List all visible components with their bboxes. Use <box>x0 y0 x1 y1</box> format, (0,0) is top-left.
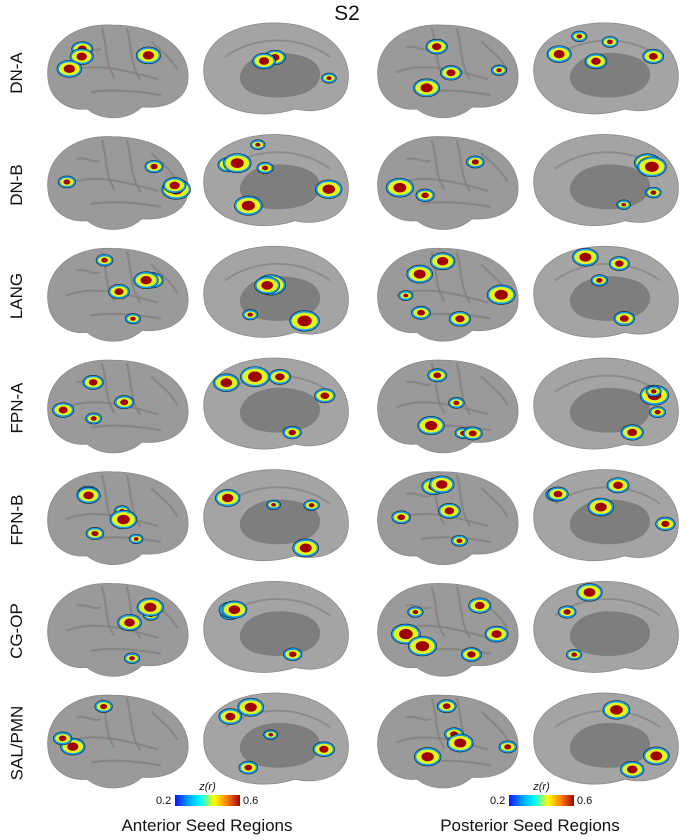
colorbar-min-label: 0.2 <box>156 795 172 807</box>
column-label-posterior: Posterior Seed Regions <box>440 816 620 835</box>
colorbar-title: z(r) <box>199 781 216 793</box>
brain-medial-view <box>533 581 679 673</box>
activation-map <box>417 368 483 441</box>
brain-lateral-view <box>47 694 189 789</box>
activation-map <box>385 155 485 202</box>
colorbar-gradient <box>509 795 574 806</box>
activation-map <box>413 38 508 98</box>
activation-map <box>217 139 343 216</box>
activation-map <box>213 366 336 440</box>
activation-map <box>218 697 335 775</box>
activation-map <box>413 699 517 767</box>
activation-map <box>391 475 468 547</box>
activation-map <box>242 274 320 332</box>
brain-medial-view <box>533 692 679 785</box>
activation-map <box>545 477 676 531</box>
brain-medial-view <box>533 357 679 450</box>
activation-map <box>52 374 135 425</box>
activation-map <box>52 700 113 756</box>
colorbar-posterior: z(r) 0.2 0.6 <box>490 781 592 807</box>
brain-medial-view <box>203 692 349 785</box>
activation-map <box>602 700 670 778</box>
figure-title: S2 <box>334 2 360 25</box>
brain-medial-view <box>203 357 349 450</box>
brain-lateral-view <box>47 136 189 230</box>
colorbar-min-label: 0.2 <box>490 795 506 807</box>
activation-map <box>398 252 516 327</box>
brain-lateral-view <box>377 359 519 454</box>
colorbar-title: z(r) <box>533 781 550 793</box>
brain-medial-view <box>203 581 349 673</box>
activation-map <box>546 30 665 70</box>
brain-medial-view <box>203 22 349 115</box>
activation-map <box>620 384 670 441</box>
activation-map <box>215 489 320 558</box>
colorbar-anterior: z(r) 0.2 0.6 <box>156 781 258 807</box>
activation-map <box>56 41 161 78</box>
colorbar-max-label: 0.6 <box>577 795 593 807</box>
brain-lateral-view <box>47 583 189 677</box>
activation-map <box>218 600 303 661</box>
activation-map <box>76 485 144 545</box>
brain-medial-view <box>203 469 349 562</box>
activation-map <box>117 597 164 664</box>
column-label-anterior: Anterior Seed Regions <box>121 816 293 835</box>
colorbar-gradient <box>175 795 240 806</box>
activation-map <box>252 49 337 84</box>
activation-map <box>616 153 667 210</box>
activation-map <box>95 254 164 325</box>
brain-medial-view <box>533 134 679 227</box>
activation-map <box>557 583 603 661</box>
activation-map <box>391 597 509 662</box>
brain-medial-view <box>533 22 679 115</box>
activation-map <box>57 159 191 200</box>
colorbar-max-label: 0.6 <box>243 795 259 807</box>
brain-medial-view <box>533 245 679 338</box>
activation-map <box>572 247 635 326</box>
